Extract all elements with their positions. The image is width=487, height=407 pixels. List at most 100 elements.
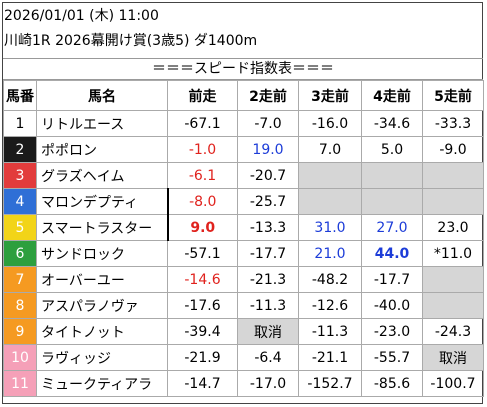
horse-number: 6 — [3, 240, 37, 267]
speed-index: -17.0 — [237, 370, 299, 397]
table-row: 3 グラズヘイム -6.1 -20.7 — [3, 162, 484, 189]
table-row: 11 ミュークティアラ -14.7 -17.0 -152.7 -85.6 -10… — [3, 370, 484, 397]
horse-name: スマートラスター — [36, 214, 168, 241]
horse-number: 3 — [3, 162, 37, 189]
speed-index: *11.0 — [422, 240, 484, 267]
table-row: 1 リトルエース -67.1 -7.0 -16.0 -34.6 -33.3 — [3, 110, 484, 137]
horse-number: 5 — [3, 214, 37, 241]
speed-index: -21.3 — [237, 266, 299, 293]
speed-index: -23.0 — [361, 318, 423, 345]
horse-name: オーバーユー — [36, 266, 168, 293]
col-header-4-races-ago: 4走前 — [361, 80, 423, 111]
horse-name: タイトノット — [36, 318, 168, 345]
speed-index: -6.1 — [167, 162, 238, 189]
horse-name: グラズヘイム — [36, 162, 168, 189]
speed-index: -55.7 — [361, 344, 423, 371]
speed-index: -17.7 — [361, 266, 423, 293]
speed-index: -34.6 — [361, 110, 423, 137]
table-header-row: 馬番 馬名 前走 2走前 3走前 4走前 5走前 — [3, 80, 484, 111]
horse-number: 10 — [3, 344, 37, 371]
speed-index: -11.3 — [298, 318, 362, 345]
speed-index: -33.3 — [422, 110, 484, 137]
speed-index: -20.7 — [237, 162, 299, 189]
speed-index-scratched: 取消 — [422, 344, 484, 371]
speed-index: -8.0 — [166, 188, 238, 215]
horse-number: 2 — [3, 136, 37, 163]
speed-index: -67.1 — [167, 110, 238, 137]
speed-index-missing — [422, 188, 484, 215]
speed-index: -100.7 — [422, 370, 484, 397]
table-row: 5 スマートラスター 9.0 -13.3 31.0 27.0 23.0 — [3, 214, 484, 241]
speed-index: -7.0 — [237, 110, 299, 137]
speed-index: -24.3 — [422, 318, 484, 345]
speed-index: -57.1 — [167, 240, 238, 267]
speed-index: -152.7 — [298, 370, 362, 397]
speed-index: -25.7 — [237, 188, 299, 215]
horse-number: 4 — [3, 188, 37, 215]
speed-index: -6.4 — [237, 344, 299, 371]
table-row: 7 オーバーユー -14.6 -21.3 -48.2 -17.7 — [3, 266, 484, 293]
table-row: 2 ポポロン -1.0 19.0 7.0 5.0 -9.0 — [3, 136, 484, 163]
speed-index: -40.0 — [361, 292, 423, 319]
horse-name: ミュークティアラ — [36, 370, 168, 397]
speed-index-scratched: 取消 — [237, 318, 299, 345]
speed-index-table: 馬番 馬名 前走 2走前 3走前 4走前 5走前 1 リトルエース -67.1 … — [3, 80, 484, 397]
speed-index: -17.6 — [167, 292, 238, 319]
speed-index-missing — [298, 162, 362, 189]
horse-name: ポポロン — [36, 136, 168, 163]
col-header-2-races-ago: 2走前 — [237, 80, 299, 111]
horse-number: 8 — [3, 292, 37, 319]
col-header-number: 馬番 — [3, 80, 37, 111]
speed-index: -21.9 — [167, 344, 238, 371]
speed-index: -13.3 — [237, 214, 299, 241]
speed-index: -1.0 — [167, 136, 238, 163]
speed-index: 7.0 — [298, 136, 362, 163]
speed-index: -14.7 — [167, 370, 238, 397]
speed-index-missing — [422, 162, 484, 189]
horse-name: リトルエース — [36, 110, 168, 137]
speed-index-missing — [422, 266, 484, 293]
speed-index-missing — [422, 292, 484, 319]
speed-index: -12.6 — [298, 292, 362, 319]
speed-index: -21.1 — [298, 344, 362, 371]
col-header-3-races-ago: 3走前 — [298, 80, 362, 111]
speed-index: -48.2 — [298, 266, 362, 293]
table-title: ＝＝＝スピード指数表＝＝＝ — [3, 58, 483, 80]
race-date-time: 2026/01/01 (木) 11:00 — [4, 8, 159, 24]
horse-name: サンドロック — [36, 240, 168, 267]
speed-index: -39.4 — [167, 318, 238, 345]
horse-number: 9 — [3, 318, 37, 345]
speed-index: 23.0 — [422, 214, 484, 241]
speed-index: -14.6 — [167, 266, 238, 293]
speed-index: 5.0 — [361, 136, 423, 163]
horse-number: 11 — [3, 370, 37, 397]
speed-index: -16.0 — [298, 110, 362, 137]
table-row: 8 アスパラノヴァ -17.6 -11.3 -12.6 -40.0 — [3, 292, 484, 319]
speed-index: 19.0 — [237, 136, 299, 163]
table-row: 9 タイトノット -39.4 取消 -11.3 -23.0 -24.3 — [3, 318, 484, 345]
speed-index: -85.6 — [361, 370, 423, 397]
speed-index: 21.0 — [298, 240, 362, 267]
col-header-5-races-ago: 5走前 — [422, 80, 484, 111]
horse-number: 7 — [3, 266, 37, 293]
race-title: 川崎1R 2026幕開け賞(3歳5) ダ1400m — [4, 33, 258, 49]
col-header-last-race: 前走 — [167, 80, 238, 111]
speed-index: -11.3 — [237, 292, 299, 319]
speed-index: 44.0 — [361, 240, 423, 267]
horse-name: アスパラノヴァ — [36, 292, 168, 319]
speed-index: -9.0 — [422, 136, 484, 163]
table-row: 6 サンドロック -57.1 -17.7 21.0 44.0 *11.0 — [3, 240, 484, 267]
speed-index: -17.7 — [237, 240, 299, 267]
horse-name: マロンデプティ — [36, 188, 168, 215]
horse-name: ラヴィッジ — [36, 344, 168, 371]
col-header-name: 馬名 — [36, 80, 168, 111]
speed-index-missing — [361, 188, 423, 215]
table-row: 4 マロンデプティ -8.0 -25.7 — [3, 188, 484, 215]
speed-index-missing — [361, 162, 423, 189]
speed-index: 9.0 — [166, 214, 238, 241]
speed-index: 27.0 — [361, 214, 423, 241]
speed-index: 31.0 — [298, 214, 362, 241]
table-row: 10 ラヴィッジ -21.9 -6.4 -21.1 -55.7 取消 — [3, 344, 484, 371]
horse-number: 1 — [3, 110, 37, 137]
speed-index-missing — [298, 188, 362, 215]
